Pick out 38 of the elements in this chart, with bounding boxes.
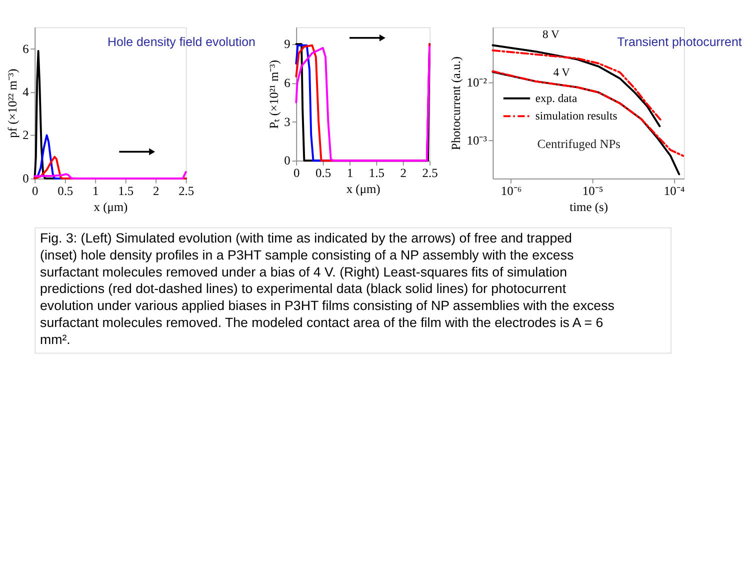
x-tick-label: 0 — [294, 166, 300, 180]
y-tick-label: 2 — [22, 128, 29, 142]
x-tick-label: 10⁻⁵ — [582, 184, 604, 198]
annotation: Centrifuged NPs — [537, 137, 621, 152]
y-tick-label: 3 — [284, 114, 290, 129]
annotation: 4 V — [553, 66, 571, 80]
x-tick-label: 1.5 — [368, 166, 384, 180]
y-tick-label: 10⁻² — [466, 75, 488, 90]
x-tick-label: 1 — [92, 184, 99, 198]
x-tick-label: 0.5 — [316, 166, 332, 180]
annotation: Hole density field evolution — [107, 34, 256, 49]
x-tick-label: 10⁻⁶ — [500, 184, 522, 198]
x-axis-title: x (μm) — [94, 200, 128, 214]
x-tick-label: 1.5 — [118, 184, 134, 198]
y-tick-label: 6 — [284, 76, 290, 90]
y-axis-title: Pₜ (×10²¹ m⁻³) — [266, 60, 281, 129]
x-tick-label: 0.5 — [58, 184, 74, 198]
y-tick-label: 9 — [284, 37, 290, 52]
x-tick-label: 0 — [32, 184, 38, 198]
caption: Fig. 3: (Left) Simulated evolution (with time as indicated by the arrows) of free and trapped (inset) hole density profiles in a P3HT sample consisting of a NP assembly with the excess surfactant molecules removed under a bias of 4 V. (Right) Least-squares fits of simulation predictions (red dot-dashed lines) to experimental data (black solid lines) for photocurrent evolution under various applied biases in P3HT films consisting of NP assemblies with the excess surfactant molecules removed. The modeled contact area of the film with the electrodes is A = 6 mm². — [40, 230, 615, 347]
x-axis-title: time (s) — [570, 200, 608, 214]
x-tick-label: 2.5 — [178, 184, 194, 198]
x-tick-label: 2.5 — [422, 166, 438, 180]
annotation: Transient photocurrent — [617, 34, 742, 49]
y-tick-label: 4 — [22, 85, 30, 100]
y-tick-label: 0 — [284, 154, 290, 168]
x-tick-label: 1 — [346, 166, 354, 180]
y-tick-label: 6 — [22, 42, 29, 56]
x-axis-title: x (μm) — [346, 182, 380, 196]
y-axis-title: Photocurrent (a.u.) — [449, 56, 464, 150]
y-axis-title: pf (×10²² m⁻³) — [5, 68, 20, 138]
legend-label: simulation results — [535, 110, 618, 123]
legend-label: exp. data — [535, 92, 578, 105]
x-tick-label: 10⁻⁴ — [664, 184, 685, 198]
annotation: 8 V — [542, 28, 560, 41]
x-tick-label: 2 — [152, 184, 160, 198]
y-tick-label: 10⁻³ — [466, 133, 488, 148]
x-tick-label: 2 — [400, 166, 406, 180]
